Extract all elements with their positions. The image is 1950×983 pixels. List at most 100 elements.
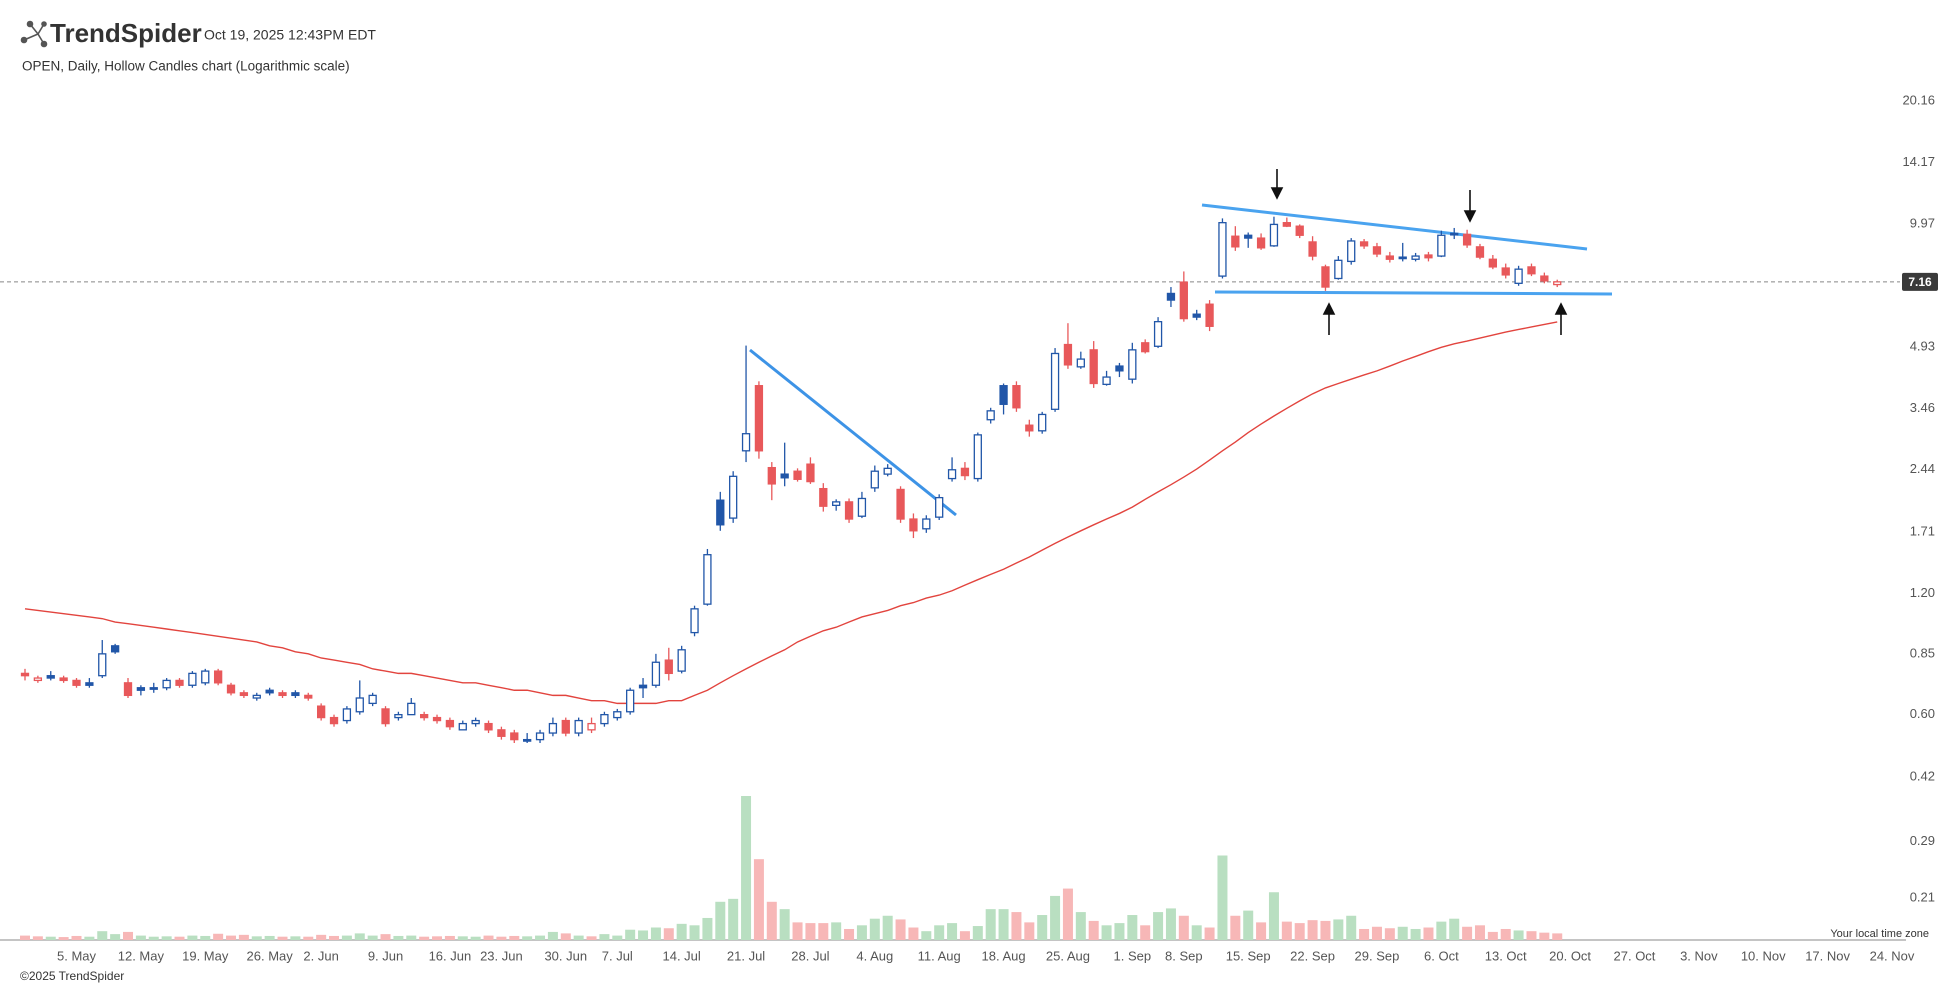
candle-body — [1411, 255, 1420, 260]
candle-body — [355, 697, 364, 713]
volume-bar — [1114, 923, 1125, 940]
volume-bar — [1256, 922, 1267, 940]
candle-body — [677, 649, 686, 672]
candle-body — [651, 661, 661, 686]
candle-body — [1141, 342, 1150, 353]
candle-body — [1244, 234, 1253, 239]
volume-bar — [535, 935, 546, 940]
volume-bar — [1423, 927, 1434, 940]
volume-bar — [625, 929, 636, 940]
x-tick-label: 23. Jun — [480, 948, 523, 963]
volume-bar — [1552, 933, 1563, 940]
candle-body — [1205, 303, 1214, 327]
candle-body — [304, 694, 313, 699]
volume-bar — [226, 935, 237, 940]
y-tick-label: 4.93 — [1910, 338, 1935, 353]
candle-body — [1218, 222, 1227, 277]
volume-bar — [1359, 928, 1370, 940]
candle-body — [46, 675, 55, 679]
volume-bar — [676, 923, 687, 940]
candle-body — [767, 466, 776, 485]
volume-bar — [715, 901, 726, 940]
volume-bar — [316, 934, 327, 940]
x-tick-label: 10. Nov — [1741, 948, 1786, 963]
annotations — [749, 169, 1613, 517]
logo-text: TrendSpider — [50, 18, 202, 48]
volume-bar — [213, 933, 224, 940]
candle-body — [110, 645, 120, 653]
x-tick-label: 21. Jul — [727, 948, 765, 963]
volume-bars — [20, 796, 1563, 940]
candle-body — [523, 738, 532, 742]
x-tick-label: 12. May — [118, 948, 165, 963]
candle-body — [445, 719, 455, 728]
volume-bar — [856, 925, 867, 940]
candle-body — [548, 722, 558, 734]
volume-bar — [341, 935, 352, 940]
candle-body — [535, 732, 545, 741]
volume-bar — [1333, 919, 1344, 940]
volume-bar — [573, 935, 584, 940]
candle-body — [780, 473, 789, 479]
volume-bar — [367, 935, 378, 940]
volume-bar — [947, 923, 958, 940]
volume-bar — [174, 936, 185, 940]
candle-body — [960, 467, 970, 477]
candle-body — [368, 694, 377, 705]
volume-bar — [251, 936, 262, 940]
volume-bar — [1088, 920, 1099, 940]
candle-body — [458, 722, 467, 731]
volume-bar — [329, 935, 340, 940]
volume-bar — [1513, 930, 1524, 940]
x-tick-label: 8. Sep — [1165, 948, 1203, 963]
x-tick-label: 1. Sep — [1114, 948, 1152, 963]
volume-bar — [1307, 920, 1318, 940]
candle-body — [883, 467, 892, 475]
candle-body — [497, 729, 506, 737]
volume-bar — [483, 935, 494, 940]
x-tick-label: 18. Aug — [982, 948, 1026, 963]
candle-body — [1256, 237, 1266, 249]
x-tick-label: 20. Oct — [1549, 948, 1591, 963]
last-price-label: 7.16 — [1908, 275, 1932, 289]
volume-bar — [1539, 932, 1550, 940]
volume-bar — [560, 933, 571, 940]
volume-bar — [432, 936, 443, 940]
last-price-box — [1902, 272, 1938, 291]
timestamp: Oct 19, 2025 12:43PM EDT — [204, 27, 376, 43]
volume-bar — [393, 935, 404, 940]
volume-bar — [45, 936, 56, 940]
volume-bar — [1050, 895, 1061, 940]
volume-bar — [303, 936, 314, 940]
y-tick-label: 20.16 — [1902, 93, 1935, 108]
volume-bar — [1165, 908, 1176, 940]
volume-bar — [1011, 912, 1022, 940]
candle-body — [1192, 313, 1201, 318]
candle-body — [1488, 258, 1497, 268]
volume-bar — [702, 917, 713, 940]
candle-body — [213, 670, 223, 684]
copyright: ©2025 TrendSpider — [20, 969, 124, 983]
candle-body — [1321, 266, 1330, 288]
volume-bar — [470, 936, 481, 940]
candle-body — [162, 679, 171, 689]
candle-body — [1553, 281, 1562, 286]
volume-bar — [135, 935, 146, 940]
volume-bar — [1371, 926, 1382, 940]
volume-bar — [406, 935, 417, 940]
volume-bar — [1024, 922, 1035, 940]
volume-bar — [908, 927, 919, 940]
volume-bar — [1075, 912, 1086, 940]
volume-bar — [1500, 928, 1511, 940]
x-tick-label: 9. Jun — [368, 948, 403, 963]
volume-bar — [84, 936, 95, 940]
volume-bar — [290, 936, 301, 940]
volume-bar — [20, 935, 30, 940]
y-tick-label: 1.20 — [1910, 585, 1935, 600]
volume-bar — [1127, 915, 1138, 940]
volume-bar — [496, 936, 507, 940]
volume-bar — [148, 936, 159, 940]
candle-body — [1359, 241, 1369, 247]
x-tick-label: 15. Sep — [1226, 948, 1271, 963]
